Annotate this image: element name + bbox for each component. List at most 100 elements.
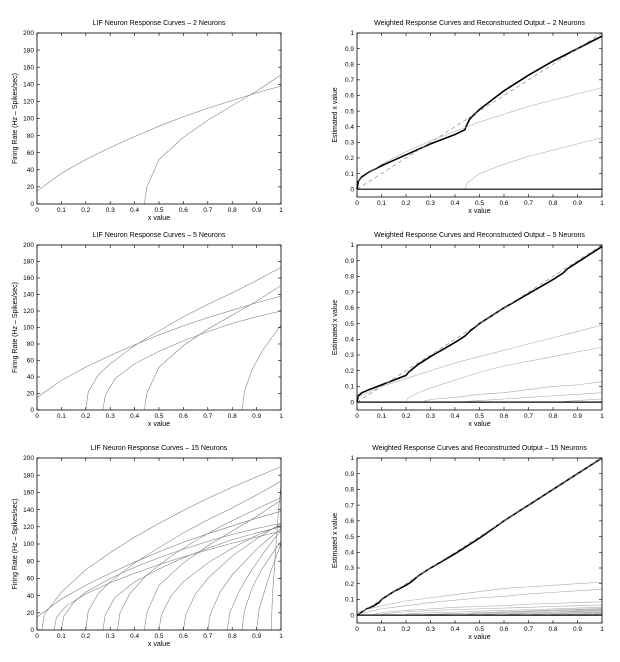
x-tick-label: 0.2 — [81, 207, 90, 214]
x-tick-label: 0.2 — [401, 413, 410, 420]
series-line-9 — [437, 608, 603, 616]
y-tick-label: 160 — [23, 490, 34, 497]
y-tick-label: 200 — [23, 455, 34, 462]
x-tick-label: 0.9 — [252, 207, 261, 214]
y-tick-label: 0 — [30, 627, 34, 634]
x-tick-label: 0.3 — [426, 200, 435, 207]
series-line-4 — [405, 346, 603, 403]
x-tick-label: 0.9 — [252, 413, 261, 420]
chart-panel-4: Weighted Response Curves and Reconstruct… — [332, 232, 604, 428]
x-tick-label: 0.1 — [377, 413, 386, 420]
x-tick-label: 0.6 — [499, 413, 508, 420]
y-tick-label: 200 — [23, 242, 34, 249]
x-tick-label: 0.8 — [548, 413, 557, 420]
y-tick-label: 0.2 — [345, 581, 354, 588]
x-tick-label: 0.1 — [377, 200, 386, 207]
series-line-11 — [479, 610, 603, 616]
chart-title: LIF Neuron Response Curves – 2 Neurons — [93, 20, 226, 27]
x-tick-label: 1 — [600, 413, 604, 420]
series-line-7 — [117, 497, 282, 631]
x-tick-label: 0.4 — [130, 207, 139, 214]
x-tick-label: 0.6 — [179, 413, 188, 420]
y-tick-label: 200 — [23, 30, 34, 37]
x-tick-label: 1 — [279, 413, 283, 420]
y-tick-label: 0.7 — [345, 77, 354, 84]
x-tick-label: 0.1 — [57, 633, 66, 640]
chart-title: LIF Neuron Response Curves – 15 Neurons — [91, 445, 228, 452]
x-tick-label: 0.7 — [524, 413, 533, 420]
x-tick-label: 0.9 — [573, 413, 582, 420]
y-tick-label: 140 — [23, 292, 34, 299]
x-tick-label: 0.3 — [106, 633, 115, 640]
x-tick-label: 0.9 — [573, 200, 582, 207]
plot-frame — [356, 457, 603, 624]
x-tick-label: 0.4 — [450, 413, 459, 420]
y-tick-label: 100 — [23, 116, 34, 123]
series-line-1 — [36, 85, 282, 192]
y-tick-label: 60 — [27, 150, 35, 157]
y-tick-label: 140 — [23, 507, 34, 514]
y-axis-label: Estimated x value — [332, 300, 339, 355]
series-line-2 — [41, 466, 282, 631]
x-tick-label: 1 — [600, 200, 604, 207]
y-tick-label: 0.5 — [345, 321, 354, 328]
x-tick-label: 0.2 — [81, 413, 90, 420]
y-tick-label: 0.1 — [345, 384, 354, 391]
chart-title: Weighted Response Curves and Reconstruct… — [372, 445, 587, 452]
y-axis-label: Estimated x value — [332, 87, 339, 142]
series-line-7 — [405, 607, 603, 616]
x-tick-label: 0.3 — [426, 413, 435, 420]
x-tick-label: 0.5 — [475, 200, 484, 207]
y-axis-label: Firing Rate (Hz – Spikes/sec) — [12, 282, 19, 373]
y-tick-label: 120 — [23, 524, 34, 531]
chart-title: Weighted Response Curves and Reconstruct… — [374, 232, 585, 239]
x-tick-label: 0.8 — [228, 207, 237, 214]
series-line-6 — [102, 526, 282, 631]
x-tick-label: 0 — [35, 413, 39, 420]
y-tick-label: 0.8 — [345, 61, 354, 68]
y-tick-label: 0 — [350, 186, 354, 193]
x-tick-label: 0.3 — [106, 207, 115, 214]
series-line-3 — [356, 324, 603, 398]
series-line-2 — [144, 74, 282, 205]
y-tick-label: 0.6 — [345, 518, 354, 525]
y-tick-label: 40 — [27, 593, 35, 600]
y-tick-label: 0.2 — [345, 368, 354, 375]
y-tick-label: 180 — [23, 259, 34, 266]
y-tick-label: 140 — [23, 82, 34, 89]
series-line-2 — [85, 267, 282, 411]
series-line-12 — [227, 530, 282, 631]
y-tick-label: 0.1 — [345, 171, 354, 178]
x-tick-label: 0.5 — [475, 626, 484, 633]
y-axis-label: Estimated x value — [332, 513, 339, 568]
y-tick-label: 0.3 — [345, 352, 354, 359]
series-line-1 — [356, 35, 603, 190]
y-tick-label: 0 — [350, 399, 354, 406]
plot-frame — [356, 32, 603, 198]
series-line-1 — [36, 295, 282, 398]
x-tick-label: 0.2 — [401, 200, 410, 207]
y-tick-label: 1 — [350, 242, 354, 249]
x-tick-label: 0.7 — [203, 207, 212, 214]
x-tick-label: 0.6 — [179, 207, 188, 214]
y-tick-label: 40 — [27, 374, 35, 381]
x-tick-label: 0.4 — [130, 633, 139, 640]
x-tick-label: 0.2 — [81, 633, 90, 640]
x-axis-label: x value — [148, 421, 170, 428]
series-line-15 — [270, 485, 282, 631]
y-tick-label: 0.8 — [345, 487, 354, 494]
series-line-3 — [356, 87, 603, 182]
y-tick-label: 0.3 — [345, 565, 354, 572]
x-tick-label: 1 — [600, 626, 604, 633]
x-tick-label: 0.7 — [524, 626, 533, 633]
y-tick-label: 80 — [27, 341, 35, 348]
plot-frame — [356, 244, 603, 411]
series-line-10 — [464, 608, 603, 616]
series-line-14 — [256, 543, 282, 631]
y-axis-label: Firing Rate (Hz – Spikes/sec) — [12, 73, 19, 164]
series-line-11 — [207, 528, 282, 631]
series-line-9 — [158, 524, 282, 631]
x-tick-label: 0.5 — [154, 413, 163, 420]
